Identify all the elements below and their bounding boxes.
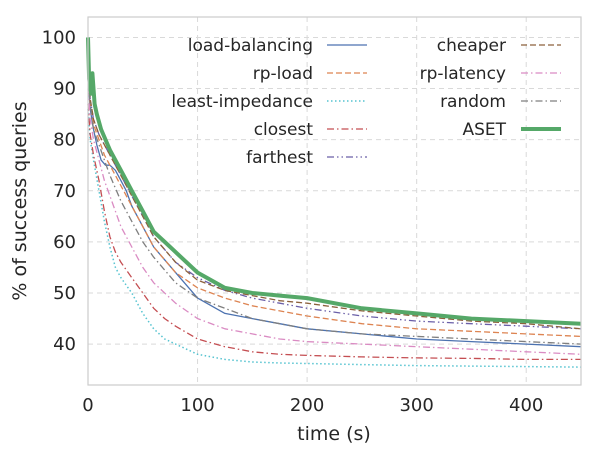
legend-label: rp-load xyxy=(253,64,313,84)
legend-label: farthest xyxy=(246,148,313,168)
series-line-aset xyxy=(86,37,582,326)
y-axis: 40 50 60 70 80 90 100 xyxy=(42,27,76,355)
x-tick-label: 300 xyxy=(399,395,433,416)
series-line-cheaper xyxy=(87,73,582,330)
series-line-least-impedance xyxy=(87,108,582,368)
y-tick-label: 70 xyxy=(53,181,76,202)
series-lines xyxy=(86,37,582,368)
legend: load-balancing rp-load least-impedance clos… xyxy=(171,36,561,168)
series-line-random xyxy=(87,78,582,345)
series-line-closest xyxy=(87,103,581,361)
legend-label: rp-latency xyxy=(420,64,506,84)
grid xyxy=(87,17,581,385)
y-tick-label: 50 xyxy=(53,283,76,304)
legend-label: load-balancing xyxy=(188,36,313,56)
x-axis: 0 100 200 300 400 xyxy=(82,395,543,416)
y-tick-label: 40 xyxy=(53,334,76,355)
y-tick-label: 60 xyxy=(53,232,76,253)
series-line-rp-load xyxy=(87,73,582,338)
legend-label: random xyxy=(440,92,506,112)
y-tick-label: 80 xyxy=(53,130,76,151)
plot-frame xyxy=(87,16,582,386)
y-axis-label: % of success queries xyxy=(9,101,31,300)
x-tick-label: 400 xyxy=(509,395,543,416)
legend-label: cheaper xyxy=(437,36,506,56)
legend-label: least-impedance xyxy=(171,92,313,112)
y-tick-label: 90 xyxy=(53,79,76,100)
x-tick-label: 0 xyxy=(82,395,93,416)
x-axis-label: time (s) xyxy=(297,423,371,445)
legend-label: closest xyxy=(254,120,314,140)
series-line-rp-latency xyxy=(87,88,582,355)
y-tick-label: 100 xyxy=(42,27,76,48)
legend-label: ASET xyxy=(462,120,506,140)
x-tick-label: 200 xyxy=(290,395,324,416)
x-tick-label: 100 xyxy=(180,395,214,416)
